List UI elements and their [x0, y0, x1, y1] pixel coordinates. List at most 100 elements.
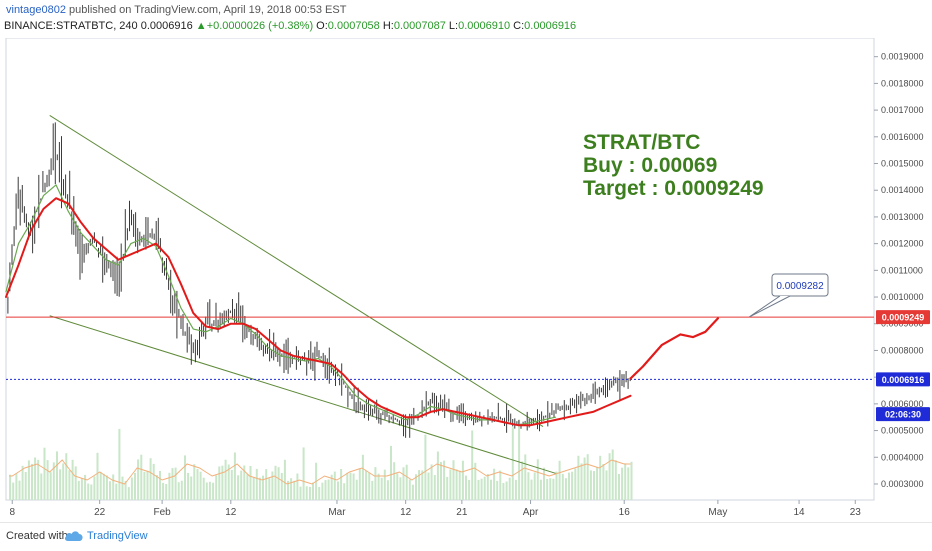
y-axis[interactable]: 0.0003000 0.0004000 0.0005000 0.0006000 0.00…: [874, 52, 924, 489]
callout-box: [771, 273, 829, 297]
volume-bar: [112, 474, 115, 500]
y-tick-label: 0.0003000: [881, 479, 924, 489]
wedge-upper-line: [49, 115, 544, 427]
volume-bar: [533, 472, 536, 500]
volume-bar: [549, 478, 552, 500]
volume-bar: [262, 475, 264, 500]
callout-text: 0.0009282: [776, 281, 824, 292]
volume-bar: [68, 470, 71, 500]
volume-bar: [56, 451, 58, 500]
volume-bar: [324, 480, 327, 500]
volume-bar: [561, 473, 564, 500]
volume-bar: [386, 480, 389, 500]
volume-bar: [187, 472, 190, 500]
volume-bar: [458, 470, 461, 500]
volume-bar: [84, 474, 87, 500]
volume-bar: [443, 460, 446, 500]
volume-bar: [290, 478, 293, 500]
annotation-line-target: Target : 0.0009249: [583, 177, 764, 200]
volume-bar: [18, 480, 21, 500]
open-value: 0.0007058: [327, 20, 380, 32]
volume-bar: [312, 482, 314, 500]
y-tick-label: 0.0008000: [881, 345, 924, 355]
volume-bar: [333, 471, 336, 500]
volume-bar: [271, 471, 274, 500]
symbol-label[interactable]: BINANCE:STRATBTC, 240: [4, 20, 138, 32]
volume-bar: [377, 473, 380, 500]
volume-bar: [174, 467, 177, 500]
volume-bar: [102, 473, 105, 500]
volume-bar: [474, 462, 477, 500]
y-tick-label: 0.0019000: [881, 52, 924, 62]
y-tick-label: 0.0005000: [881, 426, 924, 436]
volume-bar: [71, 459, 74, 500]
tradingview-cloud-icon[interactable]: [64, 529, 84, 543]
volume-bar: [374, 467, 377, 500]
volume-bar: [40, 473, 43, 500]
volume-bar: [65, 453, 68, 500]
volume-bar: [37, 459, 40, 500]
volume-bar: [74, 466, 77, 500]
close-label: C:: [513, 20, 525, 32]
volume-bar: [246, 474, 249, 500]
volume-bar: [27, 460, 30, 500]
volume-bar: [505, 481, 508, 500]
volume-bar: [224, 459, 227, 500]
volume-bar: [405, 464, 408, 500]
volume-bar: [287, 480, 289, 500]
volume-bar: [611, 449, 614, 500]
volume-bar: [574, 468, 577, 500]
volume-bar: [283, 459, 286, 500]
volume-bar: [593, 471, 595, 500]
tradingview-brand[interactable]: TradingView: [87, 530, 148, 542]
volume-bar: [308, 486, 311, 500]
price-chart[interactable]: 0.00030000.00040000.00050000.00060000.00…: [0, 38, 932, 522]
volume-bar: [396, 473, 399, 500]
y-tick-label: 0.0015000: [881, 159, 924, 169]
volume-bar: [627, 467, 630, 500]
plot-area[interactable]: [5, 38, 875, 501]
y-tick-label: 0.0014000: [881, 185, 924, 195]
volume-bar: [577, 455, 580, 500]
x-axis[interactable]: 8 22 Feb 12 Mar 12 21 Apr 16 May 14 23: [9, 500, 861, 518]
volume-bar: [477, 479, 480, 500]
volume-bar: [508, 477, 511, 500]
volume-bar: [449, 469, 452, 500]
up-arrow-icon: ▲: [195, 20, 207, 32]
price-change: +0.0000026 (+0.38%): [206, 20, 314, 32]
volume-bar: [252, 477, 255, 500]
volume-bar: [349, 472, 352, 500]
low-label: L:: [448, 20, 459, 32]
volume-bar: [514, 479, 517, 500]
volume-bar: [358, 468, 361, 500]
open-label: O:: [316, 20, 328, 32]
annotation-text[interactable]: STRAT/BTC Buy : 0.00069 Target : 0.00092…: [583, 131, 764, 200]
volume-bar: [43, 447, 46, 500]
current-price-badge: 0.0006916: [882, 375, 925, 385]
volume-bar: [99, 471, 102, 500]
volume-bar: [490, 479, 492, 500]
volume-bar: [608, 453, 611, 500]
volume-bar: [499, 470, 502, 500]
y-tick-label: 0.0013000: [881, 212, 924, 222]
volume-bar: [134, 472, 136, 500]
volume-bar: [196, 469, 199, 500]
volume-bar: [193, 464, 196, 500]
x-tick-label: 12: [400, 507, 412, 518]
price-callout[interactable]: 0.0009282: [748, 273, 829, 318]
volume-bar: [255, 468, 258, 500]
volume-bar: [299, 486, 302, 500]
volume-bar: [483, 476, 486, 500]
volume-bar: [530, 479, 533, 500]
volume-bar: [155, 475, 158, 500]
volume-bar: [564, 478, 567, 500]
volume-bar: [543, 467, 545, 500]
volume-bar: [568, 472, 570, 500]
volume-bar: [330, 474, 333, 500]
volume-bar: [599, 455, 602, 500]
volume-bar: [621, 467, 624, 500]
author-link[interactable]: vintage0802: [6, 4, 66, 16]
x-tick-label: Mar: [328, 507, 346, 518]
volume-bar: [521, 461, 524, 500]
volume-bar: [580, 463, 583, 500]
